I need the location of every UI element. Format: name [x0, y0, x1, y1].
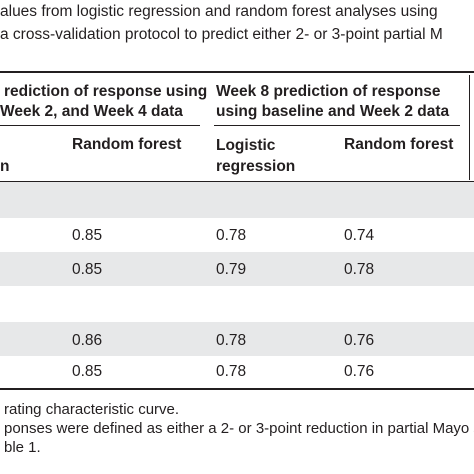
col2-subheader-line-1: Logistic [216, 137, 276, 154]
footnote-line-3: ble 1. [4, 439, 41, 456]
shaded-band-2 [0, 218, 474, 252]
footnote-line-1: rating characteristic curve. [4, 401, 180, 418]
group-header-2-line-2: using baseline and Week 2 data [216, 103, 450, 120]
table-cell: 0.78 [216, 332, 247, 349]
col3-subheader: Random forest [344, 136, 454, 153]
shaded-band-3 [0, 252, 474, 286]
group-1-underline [0, 125, 200, 126]
shaded-band-5 [0, 322, 474, 356]
table-cell: 0.79 [216, 261, 247, 278]
group-header-1-line-1: rediction of response using [4, 83, 208, 100]
table-cell: 0.85 [72, 363, 103, 380]
group-header-1-line-2: Week 2, and Week 4 data [0, 103, 183, 120]
shaded-band-1 [0, 182, 474, 218]
table-cell: 0.78 [216, 227, 247, 244]
group-header-2-line-1: Week 8 prediction of response [216, 83, 441, 100]
footnote-line-2: ponses were defined as either a 2- or 3-… [4, 420, 474, 437]
col0-subheader-fragment: n [0, 158, 10, 175]
table-cell: 0.78 [344, 261, 375, 278]
shaded-band-4 [0, 286, 474, 322]
table-caption-line-2: a cross-validation protocol to predict e… [0, 26, 443, 43]
table-cell: 0.78 [216, 363, 247, 380]
shaded-band-6 [0, 356, 474, 388]
bottom-rule [0, 388, 474, 390]
right-column-divider [469, 75, 470, 180]
table-cell: 0.85 [72, 261, 103, 278]
col2-subheader-line-2: regression [216, 158, 296, 175]
table-cell: 0.76 [344, 363, 375, 380]
group-2-underline [214, 125, 460, 126]
top-rule [0, 71, 474, 73]
table-cell: 0.85 [72, 227, 103, 244]
table-cell: 0.74 [344, 227, 375, 244]
subheader-rule [0, 181, 474, 182]
col1-subheader: Random forest [72, 136, 182, 153]
table-caption-line-1: alues from logistic regression and rando… [0, 3, 438, 20]
table-cell: 0.86 [72, 332, 103, 349]
table-cell: 0.76 [344, 332, 375, 349]
